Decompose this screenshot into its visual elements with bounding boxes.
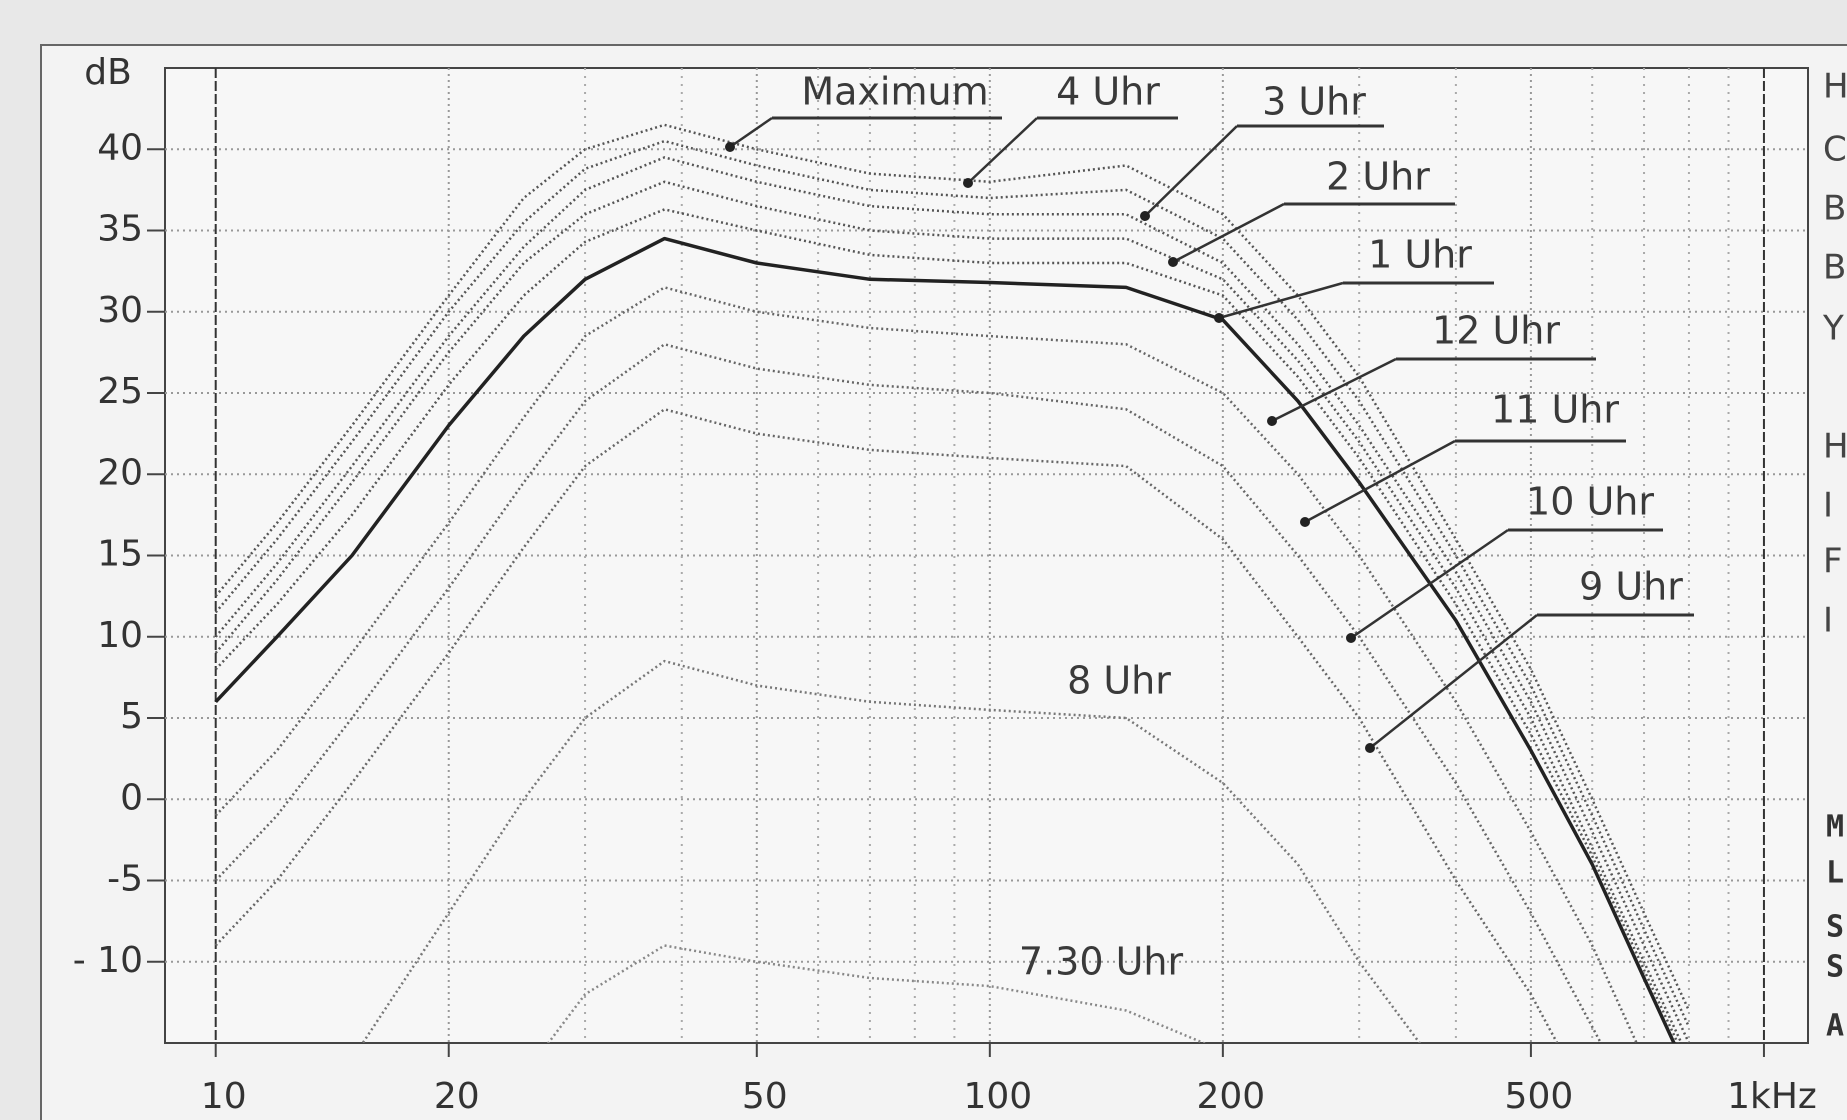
x-tick-label: 1kHz (1727, 1076, 1817, 1117)
y-tick-label: 35 (97, 209, 143, 250)
series-label: 2 Uhr (1326, 155, 1430, 199)
y-tick-label: 15 (97, 534, 143, 575)
leader-dot (1140, 211, 1150, 221)
response-curve (214, 123, 1691, 1012)
leader-line (1218, 281, 1344, 320)
x-tick-label: 100 (963, 1076, 1032, 1117)
response-curve (214, 343, 1603, 1043)
leader-line (1172, 202, 1285, 264)
series-label: 4 Uhr (1056, 70, 1160, 114)
leader-line (1304, 439, 1456, 524)
response-curve (214, 236, 1676, 1043)
leader-dot (725, 142, 735, 152)
response-curve (214, 139, 1691, 1028)
series-label: Maximum (801, 70, 988, 114)
margin-text: S (1826, 910, 1844, 945)
y-tick-label: 25 (97, 371, 143, 412)
x-tick-label: 10 (201, 1076, 247, 1117)
margin-text: B (1823, 189, 1846, 229)
leader-dot (1267, 416, 1277, 426)
series-label: 11 Uhr (1491, 388, 1619, 432)
x-tick-label: 500 (1505, 1076, 1574, 1117)
margin-text: I (1823, 601, 1833, 641)
leader-dot (1168, 257, 1178, 267)
curves (214, 123, 1691, 1043)
response-curve (214, 156, 1691, 1043)
leader-line (1271, 357, 1397, 423)
series-label: 3 Uhr (1262, 80, 1366, 124)
margin-text: Y (1822, 309, 1844, 349)
leader-dot (963, 178, 973, 188)
y-tick-label: 30 (97, 290, 143, 331)
leader-dot (1214, 313, 1224, 323)
y-tick-label: 20 (97, 452, 143, 493)
series-label: 7.30 Uhr (1019, 940, 1184, 984)
margin-text: L (1826, 856, 1844, 891)
leader-line (1369, 614, 1538, 749)
leader-line (729, 116, 773, 149)
leader-line (967, 117, 1038, 184)
response-curve (546, 944, 1207, 1043)
leader-dot (1300, 517, 1310, 527)
series-label: 1 Uhr (1368, 233, 1472, 277)
response-curve (214, 408, 1559, 1043)
series-label: 8 Uhr (1067, 659, 1171, 703)
y-tick-label: -5 (107, 859, 143, 900)
y-tick-label: 40 (97, 127, 143, 168)
response-curve (214, 180, 1683, 1043)
margin-text: H (1823, 427, 1847, 467)
y-tick-label: - 10 (73, 940, 143, 981)
x-tick-label: 200 (1197, 1076, 1266, 1117)
margin-text: M (1826, 810, 1844, 845)
y-tick-label: 0 (120, 777, 143, 818)
series-label: 12 Uhr (1432, 309, 1560, 353)
leader-line (1144, 125, 1238, 217)
y-axis-label: dB (84, 52, 132, 93)
y-tick-label: 5 (120, 696, 143, 737)
margin-text: S (1826, 950, 1844, 985)
leader-line (1350, 528, 1509, 640)
margin-text: C (1823, 130, 1847, 170)
margin-text: H (1823, 67, 1847, 107)
x-tick-label: 50 (742, 1076, 788, 1117)
margin-text: I (1823, 486, 1833, 526)
response-curve (214, 286, 1638, 1043)
leader-dot (1365, 743, 1375, 753)
margin-text: A (1826, 1009, 1844, 1044)
margin-text: F (1823, 542, 1843, 582)
margin-text: B (1823, 248, 1846, 288)
leader-dot (1346, 633, 1356, 643)
y-tick-label: 10 (97, 615, 143, 656)
series-label: 10 Uhr (1526, 480, 1654, 524)
x-tick-label: 20 (434, 1076, 480, 1117)
series-label: 9 Uhr (1579, 565, 1683, 609)
response-curve (361, 659, 1422, 1043)
